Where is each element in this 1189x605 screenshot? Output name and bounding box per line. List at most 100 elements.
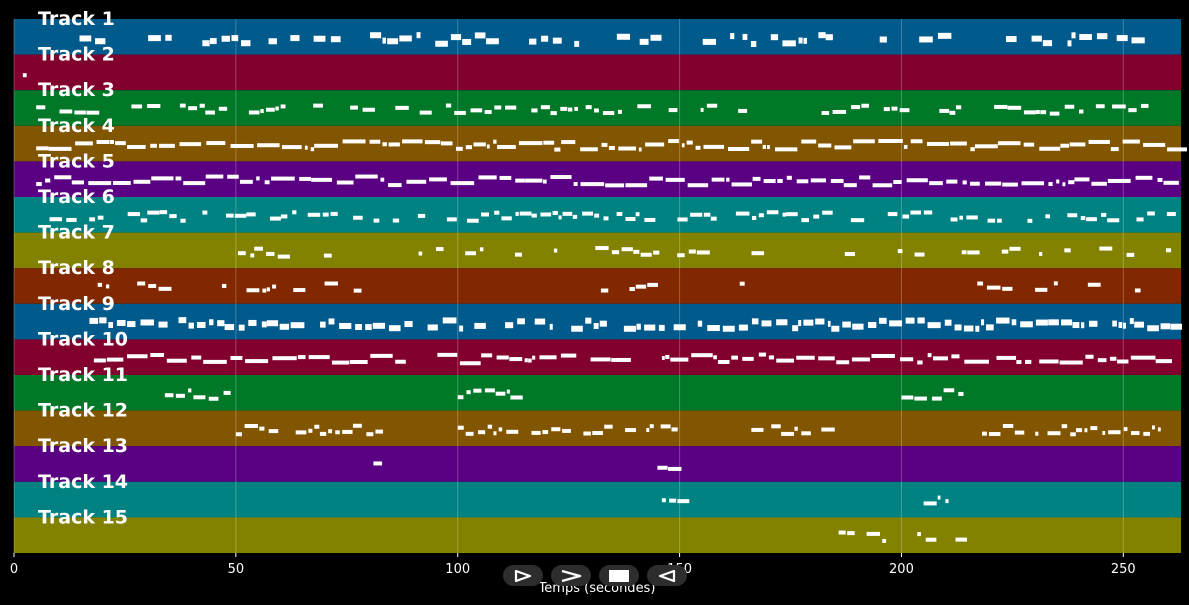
note [1042,40,1053,47]
note [767,145,770,150]
note [897,249,903,254]
note [1048,182,1053,187]
stop-icon [609,569,629,582]
note [515,178,525,183]
note [872,183,893,188]
note [1084,428,1088,433]
note [997,218,1002,223]
track-lane-9 [14,303,1181,340]
note [1129,318,1134,325]
fast-forward-icon [561,569,582,582]
note [234,213,247,218]
track-label-14: Track 14 [38,471,128,493]
track-lane-13 [14,446,1181,482]
note [324,281,338,286]
track-label-4: Track 4 [38,115,115,137]
note [1047,431,1061,436]
note [1107,218,1120,223]
rewind-button[interactable] [647,565,687,586]
note [1090,426,1098,431]
note [218,106,228,111]
note [256,176,260,181]
note [637,104,652,109]
note [89,317,99,324]
note [590,357,611,362]
note [257,143,280,148]
note [758,352,767,357]
note [625,428,637,433]
note [844,252,855,257]
note [776,319,788,326]
note [944,319,952,326]
note [571,325,583,332]
note [1085,354,1094,359]
note [926,141,949,146]
note [322,212,329,217]
track-label-11: Track 11 [38,364,128,386]
stop-button[interactable] [599,565,639,586]
note [93,358,106,363]
note [499,175,512,180]
note [625,183,648,188]
note [711,177,725,182]
track-labels: Track 1 Track 2 Track 3 Track 4 Track 5 Track… [38,8,128,528]
note [552,210,558,215]
note [206,141,226,146]
note [330,36,341,43]
note [574,40,580,47]
note [1167,147,1187,152]
note [126,354,148,359]
note [435,40,448,47]
note [583,431,591,436]
note [1151,425,1155,430]
note [429,177,447,182]
note [86,110,100,115]
note [350,105,358,110]
note [59,109,73,114]
note [852,323,864,330]
note [1068,180,1075,185]
note [188,322,194,329]
note [735,211,750,216]
note [484,110,492,115]
note [524,358,528,363]
fast-forward-button[interactable] [551,565,591,586]
note [106,284,110,289]
note [603,216,609,221]
note [964,359,989,364]
note [373,218,380,223]
note [97,282,103,287]
note [290,35,300,42]
note [481,212,490,217]
track-label-5: Track 5 [38,150,115,172]
note [342,139,366,144]
note [175,393,186,398]
note [246,212,256,217]
note [966,215,978,220]
note [209,319,214,326]
note [320,321,326,328]
note [842,321,851,328]
note [1126,252,1135,257]
note [871,353,895,358]
note [1122,139,1140,144]
note [165,34,172,41]
note [706,103,718,108]
note [94,38,106,45]
note [459,361,481,366]
note [970,181,980,186]
note [1035,287,1048,292]
note [231,35,239,42]
play-button[interactable] [503,565,543,586]
note [838,530,846,535]
note [937,32,952,39]
track-label-15: Track 15 [38,506,128,528]
note [594,108,599,113]
note [494,105,502,110]
track-lane-2 [14,54,1181,91]
note [988,432,1001,437]
note [108,322,114,329]
track-lane-8 [14,268,1181,304]
note [239,179,253,184]
note [450,181,475,186]
